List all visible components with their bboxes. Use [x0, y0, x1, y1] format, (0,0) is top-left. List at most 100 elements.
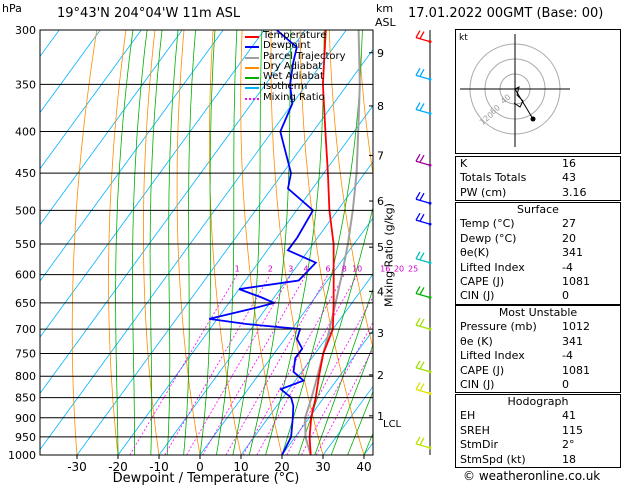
- pressure-tick-label: 750: [15, 347, 36, 360]
- panel-row-value: 20: [562, 231, 576, 245]
- km-tick-label: 3: [377, 327, 384, 340]
- wind-barb-dot: [428, 391, 432, 395]
- panel-row-value: -4: [562, 349, 573, 363]
- wind-barb: [415, 360, 431, 373]
- wind-barb-dot: [428, 370, 432, 374]
- panel-row-key: SREH: [460, 423, 490, 437]
- legend-label: Isotherm: [263, 81, 308, 93]
- dry-adiabat-line: [71, 30, 98, 455]
- panel-row-value: 18: [562, 452, 576, 466]
- km-tick-label: 7: [377, 149, 384, 162]
- panel-row-value: 341: [562, 334, 583, 348]
- panel-row: CIN (J) 0: [456, 378, 620, 392]
- legend-label: Mixing Ratio: [263, 91, 325, 103]
- isotherm-line: [40, 30, 347, 451]
- wind-barb: [415, 191, 431, 204]
- panel-row: θe (K) 341: [456, 335, 620, 349]
- asl-axis-label: ASL: [375, 16, 396, 29]
- pressure-tick-label: 400: [15, 126, 36, 139]
- wind-barb: [415, 251, 431, 264]
- panel-row-value: 0: [562, 377, 569, 391]
- mixing-ratio-line: [202, 274, 307, 455]
- indices-panel: K 16 Totals Totals 43 PW (cm) 3.16: [455, 156, 621, 202]
- km-tick-label: 4: [377, 285, 384, 298]
- panel-row-value: 341: [562, 246, 583, 260]
- temperature-tick-label: 20: [274, 460, 289, 474]
- isotherm-line: [199, 217, 373, 455]
- panel-row: CAPE (J) 1081: [456, 275, 620, 289]
- hodograph-storm-vector: [514, 88, 534, 120]
- panel-row-value: 0: [562, 289, 569, 303]
- lcl-label: LCL: [383, 419, 402, 430]
- km-axis-label: km: [376, 2, 394, 15]
- hodograph-storm-dot: [530, 116, 536, 122]
- panel-title: Most Unstable: [498, 306, 578, 319]
- panel-row: K 16: [456, 157, 620, 171]
- panel-title: Surface: [517, 203, 559, 216]
- temperature-tick-label: -20: [108, 460, 128, 474]
- panel-row-value: 27: [562, 217, 576, 231]
- panel-row: Dewp (°C) 20: [456, 232, 620, 246]
- isotherm-line: [40, 30, 142, 170]
- pressure-tick-label: 800: [15, 370, 36, 383]
- plot-frame: [39, 29, 374, 456]
- legend-swatch: [245, 77, 259, 80]
- panel-title: Hodograph: [507, 395, 569, 408]
- surface-panel: Surface Temp (°C) 27 Dewp (°C) 20 θe(K) 341 Lif…: [455, 202, 621, 305]
- mixing-ratio-line: [129, 274, 238, 455]
- panel-row-key: θe(K): [460, 246, 490, 260]
- legend-item: Parcel Trajectory: [245, 51, 346, 62]
- isotherm-line: [40, 30, 101, 114]
- panel-row: StmSpd (kt) 18: [456, 453, 620, 467]
- wind-barb: [415, 382, 431, 395]
- legend-swatch: [245, 87, 259, 90]
- pressure-tick-label: 850: [15, 392, 36, 405]
- wind-barb: [415, 436, 431, 449]
- mixing-ratio-label: 4: [303, 265, 308, 274]
- pressure-tick-label: 350: [15, 78, 36, 91]
- legend-swatch: [245, 97, 259, 100]
- mixing-ratio-line: [164, 274, 271, 455]
- isotherm-line: [158, 161, 373, 455]
- mixing-ratio-line: [225, 274, 329, 455]
- panel-row-key: Lifted Index: [460, 349, 525, 363]
- panel-row: EH 41: [456, 409, 620, 423]
- panel-row-key: StmSpd (kt): [460, 452, 526, 466]
- mixing-ratio-line: [242, 274, 345, 455]
- km-tick-label: 1: [377, 410, 384, 423]
- hodograph-units-label: kt: [459, 33, 468, 43]
- km-tick-label: 9: [377, 47, 384, 60]
- panel-row-value: 16: [562, 157, 576, 170]
- panel-row-key: EH: [460, 409, 476, 423]
- panel-row-value: 1081: [562, 363, 590, 377]
- dry-adiabat-line: [446, 30, 456, 455]
- most-unstable-panel: Most Unstable Pressure (mb) 1012 θe (K) 341 L…: [455, 305, 621, 394]
- wet-adiabat-line: [330, 344, 373, 455]
- temperature-axis-title: Dewpoint / Temperature (°C): [113, 471, 300, 486]
- wind-barb: [415, 102, 431, 115]
- km-tick-label: 8: [377, 100, 384, 113]
- panel-row-key: Lifted Index: [460, 260, 525, 274]
- panel-row-value: 115: [562, 423, 583, 437]
- panel-row-key: Pressure (mb): [460, 320, 537, 334]
- panel-row-key: Temp (°C): [460, 217, 515, 231]
- temperature-tick-label: -10: [149, 460, 169, 474]
- pressure-tick-label: 450: [15, 167, 36, 180]
- wet-adiabat-line: [216, 30, 238, 455]
- datetime-title: 17.01.2022 00GMT (Base: 00): [408, 6, 604, 21]
- pressure-tick-label: 1000: [8, 449, 36, 462]
- pressure-tick-label: 700: [15, 323, 36, 336]
- legend-item: Wet Adiabat: [245, 72, 346, 82]
- wind-barb-dot: [428, 446, 432, 450]
- wind-barb-dot: [428, 163, 432, 167]
- panel-row: θe(K) 341: [456, 246, 620, 260]
- wind-barb: [415, 153, 431, 166]
- temperature-tick-label: 10: [233, 460, 248, 474]
- hodograph-frame: [455, 29, 621, 154]
- hodograph-panel: Hodograph EH 41 SREH 115 StmDir 2° StmSpd (kt) 1…: [455, 394, 621, 468]
- wind-barb-dot: [428, 111, 432, 115]
- panel-row-value: 3.16: [562, 185, 587, 199]
- panel-row-key: Totals Totals: [460, 171, 527, 185]
- wind-barb-dot: [428, 201, 432, 205]
